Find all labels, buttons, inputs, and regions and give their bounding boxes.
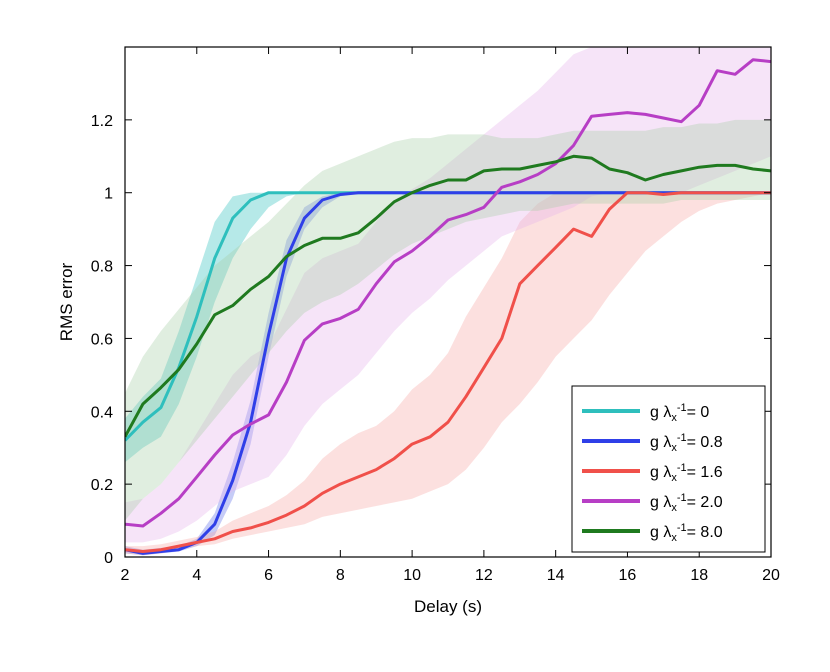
legend-label: g λx-1= 1.6 <box>650 462 723 484</box>
x-axis-label: Delay (s) <box>414 597 482 616</box>
series-band-2 <box>125 192 771 556</box>
x-tick-label: 2 <box>121 567 130 584</box>
plot-frame <box>124 46 772 558</box>
series-line-2 <box>125 191 771 553</box>
y-axis-ticks: 0 0.2 0.4 0.6 0.8 1 1.2 <box>91 113 771 567</box>
legend-label: g λx-1= 8.0 <box>650 522 723 544</box>
x-axis-ticks: 2 4 6 8 10 12 14 16 18 20 <box>121 47 780 584</box>
y-tick-label: 0.2 <box>91 477 113 494</box>
legend-label: g λx-1= 2.0 <box>650 492 723 514</box>
y-tick-label: 0 <box>104 550 113 567</box>
y-axis-label: RMS error <box>57 262 76 341</box>
x-tick-label: 12 <box>475 567 493 584</box>
y-tick-label: 1.2 <box>91 113 113 130</box>
x-tick-label: 10 <box>403 567 421 584</box>
x-tick-label: 18 <box>690 567 708 584</box>
series-line-4 <box>125 154 771 438</box>
x-tick-label: 6 <box>264 567 273 584</box>
x-tick-label: 8 <box>336 567 345 584</box>
x-tick-label: 4 <box>192 567 201 584</box>
series-line-3 <box>125 58 771 528</box>
legend-label: g λx-1= 0 <box>650 402 709 424</box>
x-tick-label: 16 <box>619 567 637 584</box>
y-tick-label: 0.6 <box>91 331 113 348</box>
legend: g λx-1= 0 g λx-1= 0.8 g λx-1= 1.6 g λx-1= 2… <box>571 385 766 553</box>
confidence-bands <box>125 47 771 556</box>
legend-label: g λx-1= 0.8 <box>650 432 723 454</box>
y-tick-label: 1 <box>104 186 113 203</box>
x-tick-label: 14 <box>547 567 565 584</box>
series-line-1 <box>125 191 771 555</box>
x-tick-label: 20 <box>762 567 780 584</box>
series-lines <box>125 58 771 555</box>
series-band-4 <box>125 119 771 521</box>
series-band-3 <box>125 47 771 543</box>
y-tick-label: 0.4 <box>91 404 113 421</box>
y-tick-label: 0.8 <box>91 259 113 276</box>
